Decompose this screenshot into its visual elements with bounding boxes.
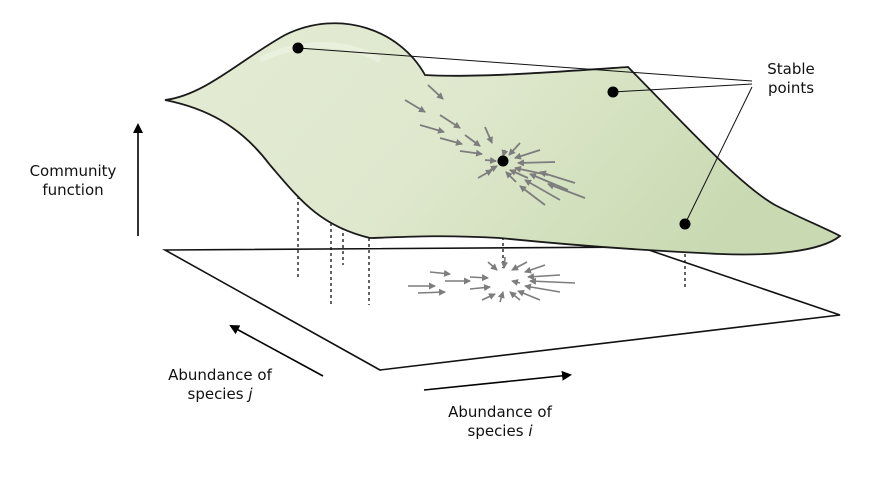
stable-point-leaders	[297, 47, 753, 225]
abundance-plane	[161, 246, 841, 371]
stable-points-label: Stable points	[752, 60, 830, 98]
species-i-line1: Abundance of	[448, 403, 552, 421]
unstable-point-center	[497, 155, 509, 167]
surface-arrow-field	[404, 84, 586, 206]
species-i-word: species	[467, 422, 524, 440]
stable-points-line2: points	[767, 79, 815, 97]
species-j-label: Abundance of species j	[160, 366, 280, 404]
stable-points-line1: Stable	[767, 60, 815, 78]
stable-point-peak	[292, 42, 304, 54]
community-function-line2: function	[42, 181, 104, 199]
species-j-line1: Abundance of	[168, 366, 272, 384]
species-i-var: i	[528, 422, 533, 440]
species-j-arrow	[229, 325, 324, 377]
community-function-line1: Community	[29, 162, 117, 180]
species-i-arrow	[423, 370, 572, 391]
species-j-word: species	[187, 385, 244, 403]
species-i-line2: species i	[440, 422, 560, 441]
plane-arrow-field	[408, 256, 576, 303]
stable-point-back	[607, 86, 619, 98]
species-j-line2: species j	[160, 385, 280, 404]
stable-point-right	[679, 218, 691, 230]
community-function-label: Community function	[18, 162, 128, 200]
species-j-var: j	[248, 385, 253, 403]
community-function-surface	[164, 22, 842, 256]
species-i-label: Abundance of species i	[440, 403, 560, 441]
